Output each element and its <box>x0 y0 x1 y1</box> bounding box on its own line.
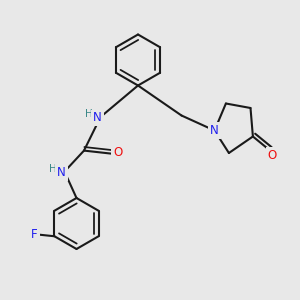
Text: N: N <box>93 111 102 124</box>
Text: H: H <box>49 164 56 174</box>
Text: O: O <box>113 146 122 160</box>
Text: H: H <box>85 109 92 119</box>
Text: N: N <box>57 166 66 179</box>
Text: F: F <box>31 228 38 241</box>
Text: O: O <box>267 149 276 162</box>
Text: N: N <box>210 124 219 137</box>
